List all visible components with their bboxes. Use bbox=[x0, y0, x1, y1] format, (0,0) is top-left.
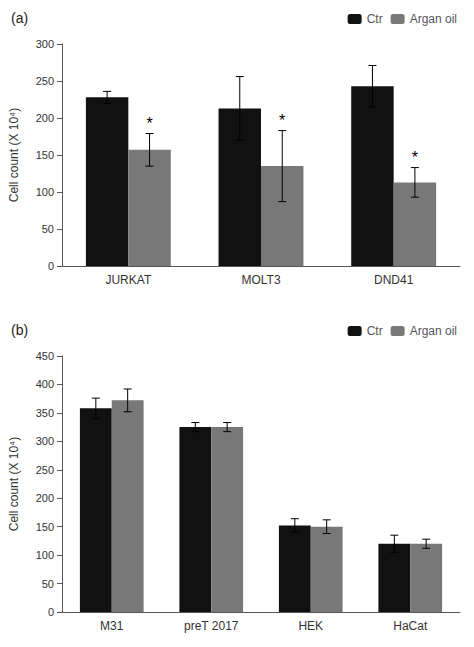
svg-text:250: 250 bbox=[36, 75, 54, 87]
svg-text:100: 100 bbox=[36, 186, 54, 198]
svg-text:*: * bbox=[146, 115, 152, 132]
svg-text:(b): (b) bbox=[11, 322, 28, 338]
svg-text:400: 400 bbox=[36, 378, 54, 390]
svg-text:150: 150 bbox=[36, 521, 54, 533]
svg-text:250: 250 bbox=[36, 464, 54, 476]
svg-text:Argan oil: Argan oil bbox=[410, 12, 457, 26]
svg-text:MOLT3: MOLT3 bbox=[241, 273, 280, 287]
svg-text:350: 350 bbox=[36, 407, 54, 419]
svg-text:preT 2017: preT 2017 bbox=[184, 619, 239, 633]
svg-text:HaCat: HaCat bbox=[393, 619, 428, 633]
svg-text:Ctr: Ctr bbox=[367, 324, 383, 338]
svg-text:(a): (a) bbox=[11, 10, 28, 26]
svg-text:JURKAT: JURKAT bbox=[105, 273, 151, 287]
svg-text:*: * bbox=[279, 112, 285, 129]
svg-text:300: 300 bbox=[36, 435, 54, 447]
svg-text:Argan oil: Argan oil bbox=[410, 324, 457, 338]
svg-text:0: 0 bbox=[48, 260, 54, 272]
svg-text:Ctr: Ctr bbox=[367, 12, 383, 26]
svg-text:M31: M31 bbox=[100, 619, 124, 633]
svg-text:Cell count (X 10⁴): Cell count (X 10⁴) bbox=[7, 437, 21, 532]
svg-text:300: 300 bbox=[36, 38, 54, 50]
svg-text:DND41: DND41 bbox=[374, 273, 414, 287]
svg-text:Cell count (X 10⁴): Cell count (X 10⁴) bbox=[7, 108, 21, 203]
svg-text:0: 0 bbox=[48, 606, 54, 618]
svg-text:50: 50 bbox=[42, 578, 54, 590]
svg-text:150: 150 bbox=[36, 149, 54, 161]
svg-text:200: 200 bbox=[36, 492, 54, 504]
svg-text:*: * bbox=[412, 149, 418, 166]
svg-text:HEK: HEK bbox=[298, 619, 323, 633]
svg-text:450: 450 bbox=[36, 350, 54, 362]
svg-text:50: 50 bbox=[42, 223, 54, 235]
svg-text:200: 200 bbox=[36, 112, 54, 124]
svg-text:100: 100 bbox=[36, 549, 54, 561]
